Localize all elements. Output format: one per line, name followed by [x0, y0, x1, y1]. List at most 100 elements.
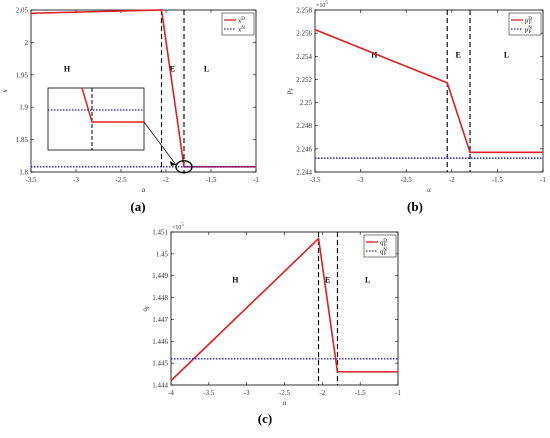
y-tick-label: 1.85 — [16, 136, 29, 144]
legend-label-sup: N — [241, 26, 245, 31]
inset-series-d — [81, 87, 144, 123]
x-axis-label: α — [427, 186, 431, 194]
y-tick-label: 2.252 — [296, 76, 312, 84]
x-tick-label: -1 — [395, 389, 401, 397]
y-tick-label: 1.8 — [19, 169, 28, 177]
zoom-circle — [175, 160, 193, 174]
legend-label-base: x — [238, 18, 242, 25]
y-tick-label: 2.244 — [296, 169, 312, 177]
x-tick-label: -1 — [540, 176, 546, 184]
legend-label: pN F — [525, 26, 532, 35]
legend-label-base: q — [380, 249, 384, 256]
region-label: L — [504, 50, 509, 59]
y-tick-label: 1.449 — [152, 272, 168, 280]
y-tick-label: 2.258 — [296, 7, 312, 15]
zoom-arrow-head — [170, 160, 176, 166]
legend-label: xN — [238, 26, 245, 34]
x-tick-label: -4 — [168, 389, 174, 397]
panel-label: (b) — [407, 199, 423, 214]
legend-label-sup: D — [241, 17, 245, 22]
legend-label-base: x — [238, 27, 242, 34]
legend: qD FqN F — [363, 234, 397, 258]
y-tick-label: 1.95 — [16, 71, 29, 79]
legend-label-sub: F — [384, 243, 387, 248]
region-label: E — [325, 275, 330, 284]
region-label: E — [456, 50, 461, 59]
legend-label: xD — [238, 17, 245, 25]
y-multiplier-base: ×10 — [316, 3, 325, 9]
y-axis-label-base: p — [285, 90, 293, 94]
y-tick-label: 2.246 — [296, 145, 312, 153]
y-multiplier: ×105 — [172, 223, 184, 231]
chart-panel-c: -4 -3.5 -3 -2.5 -2 -1.5 -1 1.444 1.445 1.446 1.447… — [141, 223, 401, 426]
legend-label-sup: N — [383, 248, 387, 253]
series-line — [170, 236, 398, 382]
y-tick-label: 2 — [25, 39, 29, 47]
y-tick-label: 1.444 — [152, 382, 168, 390]
y-multiplier-exp: 5 — [181, 223, 184, 228]
zoom-arrow-line — [143, 121, 177, 166]
legend-label: pD F — [525, 17, 532, 26]
legend: pD FpN F — [508, 12, 542, 36]
legend-label-base: p — [525, 27, 528, 34]
y-multiplier-base: ×10 — [172, 225, 181, 231]
x-tick-label: -2 — [163, 176, 169, 184]
y-axis-label-sub: F — [290, 88, 295, 91]
x-tick-label: -3 — [73, 176, 79, 184]
y-tick-label: 1.445 — [152, 360, 168, 368]
x-tick-label: -3.5 — [309, 176, 321, 184]
legend-label-sub: F — [529, 21, 532, 26]
x-tick-label: -2.5 — [401, 176, 413, 184]
legend-label: qN F — [380, 248, 387, 257]
legend-label-sup: D — [383, 239, 387, 244]
zoom-inset — [47, 87, 193, 174]
y-tick-label: 2.256 — [296, 30, 312, 38]
y-tick-label: 1.9 — [19, 104, 28, 112]
legend-label-sub: F — [529, 30, 532, 35]
region-label: L — [204, 65, 209, 74]
x-tick-label: -3.5 — [203, 389, 215, 397]
legend-label-sub: F — [384, 252, 387, 257]
x-tick-label: -3.5 — [25, 176, 37, 184]
x-tick-label: -1.5 — [205, 176, 217, 184]
x-tick-label: -3 — [358, 176, 364, 184]
series-line — [314, 28, 543, 154]
legend-label-sup: N — [528, 26, 532, 31]
y-axis-label-base: x — [1, 89, 9, 93]
y-tick-label: 2.25 — [300, 99, 313, 107]
x-tick-label: -3 — [244, 389, 250, 397]
x-tick-label: -2.5 — [279, 389, 291, 397]
y-axis-label: qF — [141, 305, 151, 312]
region-label: H — [371, 50, 378, 59]
x-axis-label: α — [283, 399, 287, 407]
legend-label: qD F — [380, 239, 387, 248]
y-axis-label: x — [1, 89, 9, 93]
plot-area — [314, 9, 544, 173]
panel-label: (c) — [258, 411, 272, 426]
y-multiplier-exp: 5 — [325, 1, 328, 6]
x-tick-label: -1.5 — [355, 389, 367, 397]
x-tick-label: -2 — [449, 176, 455, 184]
x-tick-label: -1 — [253, 176, 259, 184]
panel-label: (a) — [130, 199, 145, 214]
y-tick-label: 2.248 — [296, 122, 312, 130]
region-label: H — [232, 275, 239, 284]
x-tick-label: -1.5 — [492, 176, 504, 184]
legend-label-sup: D — [528, 17, 532, 22]
y-tick-label: 1.446 — [152, 338, 168, 346]
y-tick-label: 1.451 — [152, 229, 168, 237]
region-label: H — [64, 65, 71, 74]
inset-box — [47, 87, 145, 151]
y-axis-label: pF — [285, 88, 295, 95]
y-tick-label: 1.447 — [152, 316, 168, 324]
legend-label-base: p — [525, 18, 528, 25]
x-tick-label: -2.5 — [115, 176, 127, 184]
chart-panel-a: -3.5 -3 -2.5 -2 -1.5 -1 1.8 1.85 1.9 1.95 2 2.05 α x H… — [1, 7, 259, 215]
region-label: E — [170, 65, 175, 74]
chart-panel-b: -3.5 -3 -2.5 -2 -1.5 -1 2.244 2.246 2.248 2.25 2.2… — [285, 1, 546, 214]
y-axis-label-base: q — [141, 308, 149, 312]
y-tick-label: 1.45 — [156, 250, 169, 258]
y-axis-label-sub: F — [146, 305, 151, 308]
